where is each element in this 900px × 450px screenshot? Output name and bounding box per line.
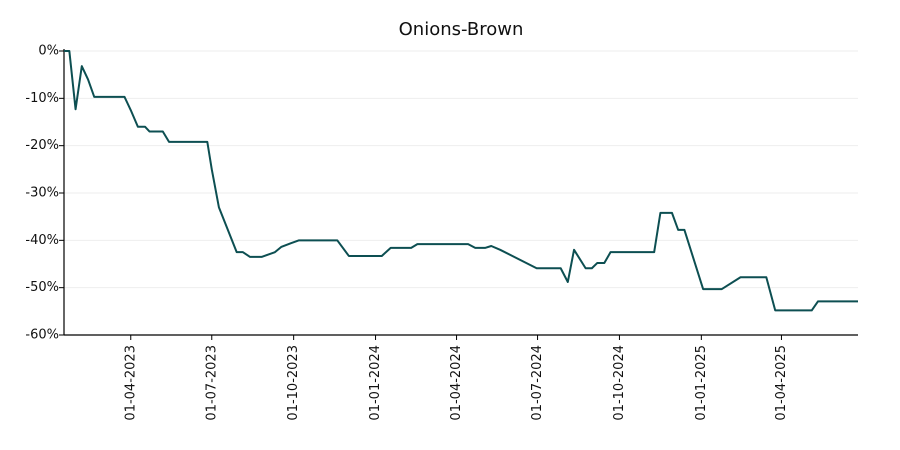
y-tick-label: -60% — [25, 328, 59, 343]
x-tick-label: 01-07-2024 — [530, 345, 545, 421]
x-tick-label: 01-07-2023 — [204, 345, 219, 421]
x-tick-label: 01-04-2023 — [123, 345, 138, 421]
y-tick-label: 0% — [38, 44, 59, 59]
y-tick-label: -40% — [25, 233, 59, 248]
x-tick-label: 01-10-2024 — [612, 345, 627, 421]
chart-title: Onions-Brown — [399, 19, 524, 40]
y-tick-label: -10% — [25, 91, 59, 106]
x-tick-label: 01-04-2024 — [449, 345, 464, 421]
y-tick-label: -30% — [25, 186, 59, 201]
x-tick-label: 01-01-2024 — [368, 345, 383, 421]
x-tick-label: 01-10-2023 — [286, 345, 301, 421]
line-series — [64, 50, 858, 312]
y-tick-label: -50% — [25, 280, 59, 295]
y-tick-label: -20% — [25, 138, 59, 153]
x-tick-label: 01-04-2025 — [774, 345, 789, 421]
x-tick-label: 01-01-2025 — [694, 345, 709, 421]
